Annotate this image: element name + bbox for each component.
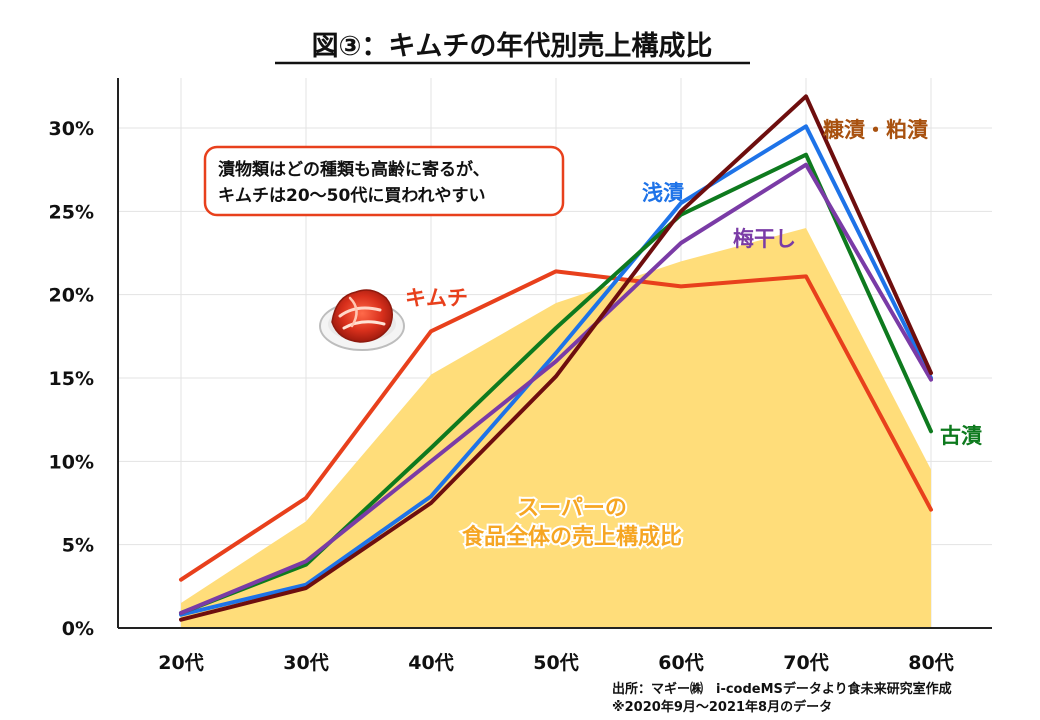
series-line-1 — [179, 124, 933, 617]
series-label-kimchi: キムチ — [405, 286, 468, 310]
annotation-box — [203, 145, 565, 217]
axes — [117, 78, 992, 629]
x-tick-label: 70代 — [783, 652, 828, 674]
series-line-2 — [179, 152, 933, 615]
x-tick-label: 50代 — [533, 652, 578, 674]
x-tick-label: 60代 — [658, 652, 703, 674]
series-line-0 — [179, 269, 933, 582]
x-tick-label: 20代 — [158, 652, 203, 674]
area-series-fill — [181, 228, 931, 628]
y-tick-label: 25% — [49, 201, 94, 223]
source-line-1: 出所：マギー㈱ i-codeMSデータより食未来研究室作成 — [612, 681, 952, 697]
series-line-4 — [179, 94, 933, 622]
y-tick-label: 30% — [49, 118, 94, 140]
annotation-line-2: キムチは20～50代に買われやすい — [218, 185, 485, 206]
area-label-line-2: 食品全体の売上構成比 — [462, 524, 682, 550]
series-label-furuzuke: 古漬 — [940, 424, 982, 448]
chart-title: 図③：キムチの年代別売上構成比 — [312, 30, 713, 62]
y-tick-label: 5% — [62, 535, 94, 557]
y-tick-labels: 0% 5% 10% 15% 20% 25% 30% — [49, 118, 94, 640]
series-label-asazuke: 浅漬 — [642, 181, 684, 205]
x-tick-labels: 20代 30代 40代 50代 60代 70代 80代 — [158, 652, 953, 674]
area-series — [181, 228, 931, 628]
annotation-callout: 漬物類はどの種類も高齢に寄るが、 キムチは20～50代に買われやすい — [203, 145, 565, 217]
y-tick-label: 0% — [62, 618, 94, 640]
series-label-nukazuke: 糠漬・粕漬 — [822, 118, 928, 142]
y-tick-label: 10% — [49, 451, 94, 473]
x-tick-label: 80代 — [908, 652, 953, 674]
y-tick-label: 20% — [49, 285, 94, 307]
kimchi-dish-icon — [319, 289, 405, 351]
x-tick-label: 40代 — [408, 652, 453, 674]
series-line-3 — [179, 162, 933, 615]
y-tick-label: 15% — [49, 368, 94, 390]
area-label-line-1: スーパーの — [517, 496, 627, 521]
annotation-line-1: 漬物類はどの種類も高齢に寄るが、 — [218, 159, 490, 180]
x-tick-label: 30代 — [283, 652, 328, 674]
source-line-2: ※2020年9月～2021年8月のデータ — [612, 699, 832, 715]
series-label-umeboshi: 梅干し — [733, 227, 796, 251]
line-series — [179, 94, 933, 622]
